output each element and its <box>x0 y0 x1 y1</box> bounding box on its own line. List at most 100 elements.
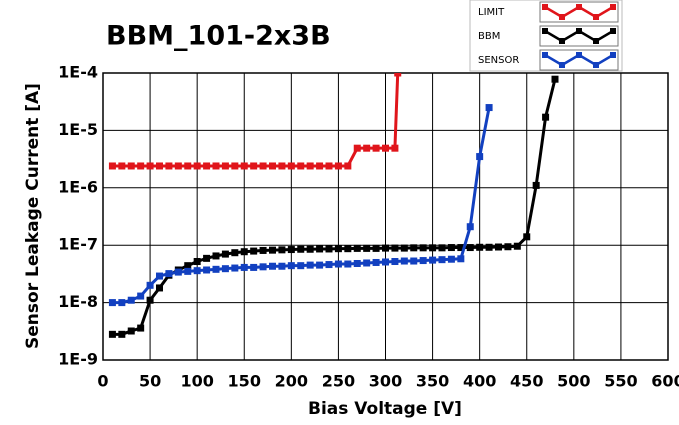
data-point <box>447 255 455 263</box>
legend-marker <box>576 4 582 10</box>
data-point <box>193 267 201 275</box>
data-point <box>146 162 154 170</box>
data-point <box>297 245 305 253</box>
data-point <box>231 249 239 257</box>
data-point <box>259 263 267 271</box>
legend-marker <box>542 28 548 34</box>
data-point <box>287 246 295 254</box>
y-tick-label: 1E-9 <box>58 350 98 369</box>
data-point <box>353 244 361 252</box>
data-point <box>203 254 211 262</box>
data-point <box>532 181 540 189</box>
y-tick-label: 1E-6 <box>58 177 98 196</box>
data-point <box>287 162 295 170</box>
data-point <box>391 144 399 152</box>
data-point <box>325 162 333 170</box>
data-point <box>353 144 361 152</box>
data-point <box>146 281 154 289</box>
y-axis-title: Sensor Leakage Current [A] <box>23 83 43 349</box>
data-point <box>363 244 371 252</box>
data-point <box>372 258 380 266</box>
data-point <box>127 162 135 170</box>
x-tick-label: 50 <box>139 372 161 391</box>
data-point <box>108 162 116 170</box>
legend-marker <box>559 14 565 20</box>
data-point <box>108 299 116 307</box>
data-point <box>316 261 324 269</box>
data-point <box>231 162 239 170</box>
legend-marker <box>610 4 616 10</box>
data-point <box>156 162 163 170</box>
legend-marker <box>576 52 582 58</box>
data-point <box>485 104 493 112</box>
data-point <box>221 265 229 273</box>
data-point <box>278 162 286 170</box>
data-point <box>353 259 361 267</box>
data-point <box>410 257 418 265</box>
data-point <box>400 244 408 252</box>
data-point <box>127 327 135 335</box>
data-point <box>287 262 295 270</box>
data-point <box>118 299 126 307</box>
data-point <box>382 258 389 266</box>
data-point <box>344 245 352 253</box>
x-tick-label: 0 <box>97 372 108 391</box>
data-point <box>259 162 267 170</box>
data-point <box>391 258 399 266</box>
data-point <box>466 244 474 252</box>
y-tick-label: 1E-4 <box>58 63 98 82</box>
data-point <box>174 268 182 276</box>
data-point <box>419 244 427 252</box>
data-point <box>221 250 229 258</box>
data-point <box>447 244 455 252</box>
data-point <box>278 262 286 270</box>
data-point <box>221 162 229 170</box>
data-point <box>240 162 248 170</box>
data-point <box>240 263 248 271</box>
data-point <box>485 243 493 251</box>
x-tick-label: 300 <box>369 372 402 391</box>
legend-marker <box>610 28 616 34</box>
legend-marker <box>610 52 616 58</box>
data-point <box>325 261 333 269</box>
data-point <box>156 272 163 280</box>
data-point <box>551 75 559 83</box>
data-point <box>146 296 154 304</box>
data-point <box>382 244 389 252</box>
data-point <box>184 262 192 270</box>
data-point <box>165 162 173 170</box>
data-point <box>306 162 314 170</box>
data-point <box>429 256 437 264</box>
legend-label: BBM <box>478 31 500 42</box>
data-point <box>316 162 324 170</box>
legend-marker <box>559 62 565 68</box>
data-point <box>193 162 201 170</box>
x-tick-label: 200 <box>275 372 308 391</box>
legend-marker <box>593 62 599 68</box>
data-point <box>363 259 371 267</box>
legend-marker <box>593 14 599 20</box>
data-point <box>203 162 211 170</box>
x-tick-label: 450 <box>510 372 543 391</box>
legend-label: SENSOR <box>478 55 519 66</box>
x-tick-label: 250 <box>322 372 355 391</box>
data-point <box>372 144 380 152</box>
data-point <box>523 233 531 241</box>
x-tick-label: 550 <box>604 372 637 391</box>
x-tick-label: 150 <box>228 372 261 391</box>
data-point <box>344 162 352 170</box>
data-point <box>438 256 446 264</box>
data-point <box>108 330 116 338</box>
data-point <box>372 244 380 252</box>
legend-marker <box>542 52 548 58</box>
data-point <box>429 244 437 252</box>
data-point <box>410 244 418 252</box>
data-point <box>118 162 126 170</box>
data-point <box>184 162 192 170</box>
data-point <box>269 162 276 170</box>
data-point <box>334 245 342 253</box>
legend-marker <box>576 28 582 34</box>
data-point <box>391 244 399 252</box>
data-point <box>457 255 465 263</box>
data-point <box>250 263 258 271</box>
